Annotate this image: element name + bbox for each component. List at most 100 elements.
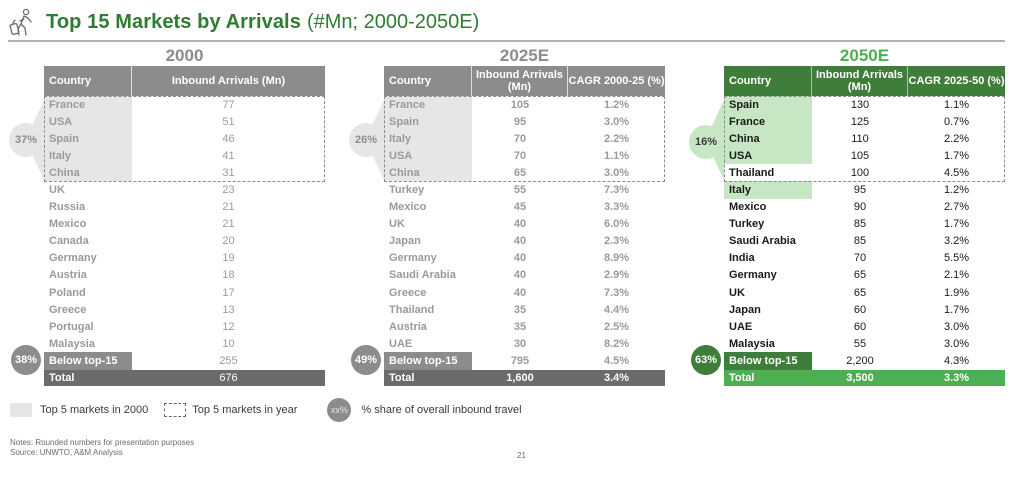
header-cagr: CAGR 2000-25 (%) bbox=[568, 66, 665, 96]
table-row: India 70 5.5% bbox=[724, 250, 1005, 267]
table-row: France 125 0.7% bbox=[724, 113, 1005, 131]
table-row: Germany 40 8.9% bbox=[384, 250, 665, 267]
cell-country: France bbox=[44, 96, 132, 114]
cell-arrivals: 60 bbox=[853, 320, 867, 333]
cell-cagr: 7.3% bbox=[603, 184, 630, 197]
cell-cagr: 2.1% bbox=[943, 269, 970, 282]
cell-country: Greece bbox=[49, 303, 87, 316]
cell-arrivals: 46 bbox=[222, 132, 235, 145]
table-header: Country Inbound Arrivals (Mn) bbox=[44, 66, 325, 96]
cell-country: Italy bbox=[384, 130, 472, 148]
cell-country: China bbox=[384, 164, 472, 182]
table-row: Malaysia 55 3.0% bbox=[724, 335, 1005, 352]
cell-arrivals: 45 bbox=[513, 201, 527, 214]
table-row: Greece 13 bbox=[44, 301, 325, 318]
table-2050e: Country Inbound Arrivals (Mn) CAGR 2025-… bbox=[724, 66, 1005, 386]
below-share-badge-2025: 49% bbox=[351, 345, 381, 375]
cell-arrivals: 85 bbox=[853, 235, 867, 248]
cell-arrivals: 105 bbox=[510, 98, 530, 111]
cell-country: Thailand bbox=[389, 303, 435, 316]
cell-arrivals: 90 bbox=[853, 201, 867, 214]
cell-arrivals: 100 bbox=[850, 166, 870, 179]
cell-cagr: 3.0% bbox=[603, 166, 630, 179]
cell-country: UK bbox=[729, 286, 745, 299]
traveler-with-luggage-icon bbox=[9, 8, 32, 36]
table-row: Germany 65 2.1% bbox=[724, 267, 1005, 284]
cell-cagr: 4.3% bbox=[943, 354, 970, 367]
legend-shaded-label: Top 5 markets in 2000 bbox=[40, 404, 149, 416]
cell-arrivals: 55 bbox=[513, 184, 527, 197]
cell-arrivals: 35 bbox=[513, 303, 527, 316]
cell-country: Saudi Arabia bbox=[729, 235, 796, 248]
table-row: Greece 40 7.3% bbox=[384, 284, 665, 301]
cell-cagr: 0.7% bbox=[943, 115, 970, 128]
cell-arrivals: 35 bbox=[513, 320, 527, 333]
cell-arrivals: 70 bbox=[853, 252, 867, 265]
cell-arrivals: 60 bbox=[853, 303, 867, 316]
cell-cagr: 3.0% bbox=[943, 320, 970, 333]
below-top15-row: Below top-15 2,200 4.3% bbox=[724, 352, 1005, 370]
header-arrivals: Inbound Arrivals (Mn) bbox=[812, 66, 908, 96]
cell-arrivals: 40 bbox=[513, 218, 527, 231]
cell-country: Austria bbox=[49, 269, 87, 282]
table-row: UAE 30 8.2% bbox=[384, 335, 665, 352]
table-row: Saudi Arabia 85 3.2% bbox=[724, 233, 1005, 250]
cell-arrivals: 12 bbox=[222, 320, 235, 333]
cell-arrivals: 20 bbox=[222, 235, 235, 248]
table-row: Austria 35 2.5% bbox=[384, 318, 665, 335]
top5-share-badge-2000: 37% bbox=[9, 123, 43, 157]
table-row: UK 23 bbox=[44, 181, 325, 198]
cell-country: Japan bbox=[729, 303, 761, 316]
cell-country: UAE bbox=[389, 337, 413, 350]
header-arrivals: Inbound Arrivals (Mn) bbox=[472, 66, 568, 96]
cell-arrivals: 130 bbox=[850, 98, 870, 111]
table-header: Country Inbound Arrivals (Mn) CAGR 2000-… bbox=[384, 66, 665, 96]
cell-cagr: 1.1% bbox=[943, 98, 970, 111]
cell-country: Malaysia bbox=[49, 337, 95, 350]
cell-arrivals: 18 bbox=[222, 269, 235, 282]
cell-country: USA bbox=[44, 113, 132, 131]
page-subtitle: (#Mn; 2000-2050E) bbox=[306, 10, 480, 33]
cell-arrivals: 40 bbox=[513, 235, 527, 248]
cell-country: Japan bbox=[389, 235, 421, 248]
cell-cagr: 3.3% bbox=[943, 371, 970, 384]
header-arrivals: Inbound Arrivals (Mn) bbox=[132, 66, 325, 96]
cell-arrivals: 65 bbox=[513, 166, 527, 179]
below-share-badge-2000: 38% bbox=[11, 345, 41, 375]
year-label-2000: 2000 bbox=[165, 46, 204, 65]
cell-country: China bbox=[724, 130, 812, 148]
cell-arrivals: 1,600 bbox=[506, 371, 534, 384]
table-row: Mexico 90 2.7% bbox=[724, 199, 1005, 216]
cell-country: Total bbox=[49, 371, 75, 384]
source-text: Source: UNWTO, A&M Analysis bbox=[10, 448, 123, 457]
table-body: France 105 1.2% Spain 95 3.0% Italy 70 2.2% USA 70… bbox=[384, 96, 665, 386]
table-row: China 65 3.0% bbox=[384, 164, 665, 182]
cell-country: India bbox=[729, 252, 755, 265]
cell-arrivals: 30 bbox=[513, 337, 527, 350]
cell-country: Germany bbox=[389, 252, 437, 265]
cell-arrivals: 77 bbox=[222, 98, 235, 111]
legend-dashed-swatch bbox=[164, 403, 187, 417]
table-row: Japan 40 2.3% bbox=[384, 233, 665, 250]
cell-cagr: 1.9% bbox=[943, 286, 970, 299]
cell-arrivals: 51 bbox=[222, 115, 235, 128]
cell-cagr: 3.4% bbox=[603, 371, 630, 384]
cell-country: Mexico bbox=[49, 218, 87, 231]
top5-share-badge-2050: 16% bbox=[689, 125, 723, 159]
cell-cagr: 2.5% bbox=[603, 320, 630, 333]
table-header: Country Inbound Arrivals (Mn) CAGR 2025-… bbox=[724, 66, 1005, 96]
title-divider bbox=[8, 40, 1005, 42]
cell-country: Turkey bbox=[729, 218, 765, 231]
cell-country: UK bbox=[389, 218, 405, 231]
cell-arrivals: 65 bbox=[853, 269, 867, 282]
cell-arrivals: 41 bbox=[222, 149, 235, 162]
table-row: Thailand 35 4.4% bbox=[384, 301, 665, 318]
table-2000: Country Inbound Arrivals (Mn) France 77 US… bbox=[44, 66, 325, 386]
total-row: Total 3,500 3.3% bbox=[724, 369, 1005, 386]
cell-country: Mexico bbox=[729, 201, 767, 214]
cell-cagr: 2.7% bbox=[943, 201, 970, 214]
table-row: Turkey 55 7.3% bbox=[384, 181, 665, 198]
cell-arrivals: 40 bbox=[513, 252, 527, 265]
table-row: Germany 19 bbox=[44, 250, 325, 267]
cell-arrivals: 95 bbox=[853, 184, 867, 197]
